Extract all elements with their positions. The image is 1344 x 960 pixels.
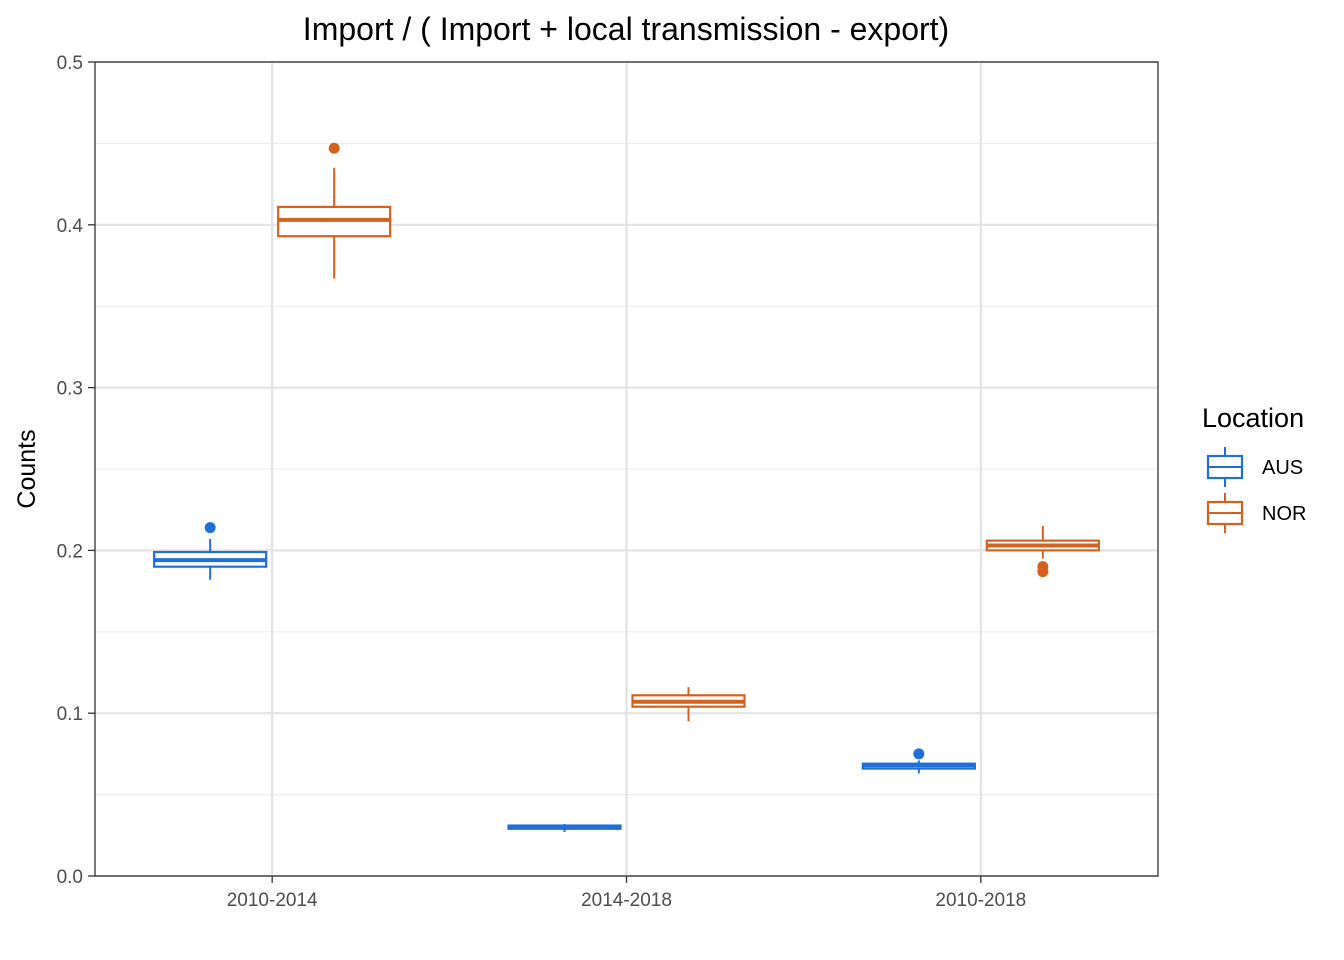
box-nor-2010-2014 xyxy=(277,142,392,279)
plot-marks xyxy=(153,142,1100,833)
outlier-point xyxy=(204,522,216,534)
y-tick-label: 0.0 xyxy=(57,867,83,888)
box-aus-2010-2014 xyxy=(153,522,268,580)
y-tick-label: 0.5 xyxy=(57,53,83,74)
outlier-point xyxy=(913,748,925,760)
x-tick-label: 2010-2014 xyxy=(227,890,318,911)
legend: Location AUS NOR xyxy=(1202,403,1306,533)
y-axis-label: Counts xyxy=(13,429,41,508)
x-tick-label: 2014-2018 xyxy=(581,890,672,911)
chart-title: Import / ( Import + local transmission -… xyxy=(303,11,949,47)
legend-label: NOR xyxy=(1262,503,1306,525)
legend-item-nor: NOR xyxy=(1206,493,1306,533)
outlier-point xyxy=(1037,566,1049,578)
x-tick-label: 2010-2018 xyxy=(935,890,1026,911)
box-nor-2010-2018 xyxy=(985,525,1100,578)
box-nor-2014-2018 xyxy=(631,687,746,722)
legend-label: AUS xyxy=(1262,457,1303,479)
y-axis: 0.0 0.1 0.2 0.3 0.4 0.5 xyxy=(57,53,95,888)
box-aus-2010-2018 xyxy=(861,748,976,774)
box-aus-2014-2018 xyxy=(507,823,622,833)
legend-item-aus: AUS xyxy=(1206,447,1303,487)
y-tick-label: 0.3 xyxy=(57,379,83,400)
grid-lines xyxy=(95,60,1158,878)
y-tick-label: 0.2 xyxy=(57,541,83,562)
outlier-point xyxy=(328,142,340,154)
x-axis: 2010-2014 2014-2018 2010-2018 xyxy=(227,876,1026,911)
y-tick-label: 0.4 xyxy=(57,216,84,237)
legend-title: Location xyxy=(1202,403,1304,433)
legend-items: AUS NOR xyxy=(1206,447,1306,533)
y-tick-label: 0.1 xyxy=(57,704,83,725)
